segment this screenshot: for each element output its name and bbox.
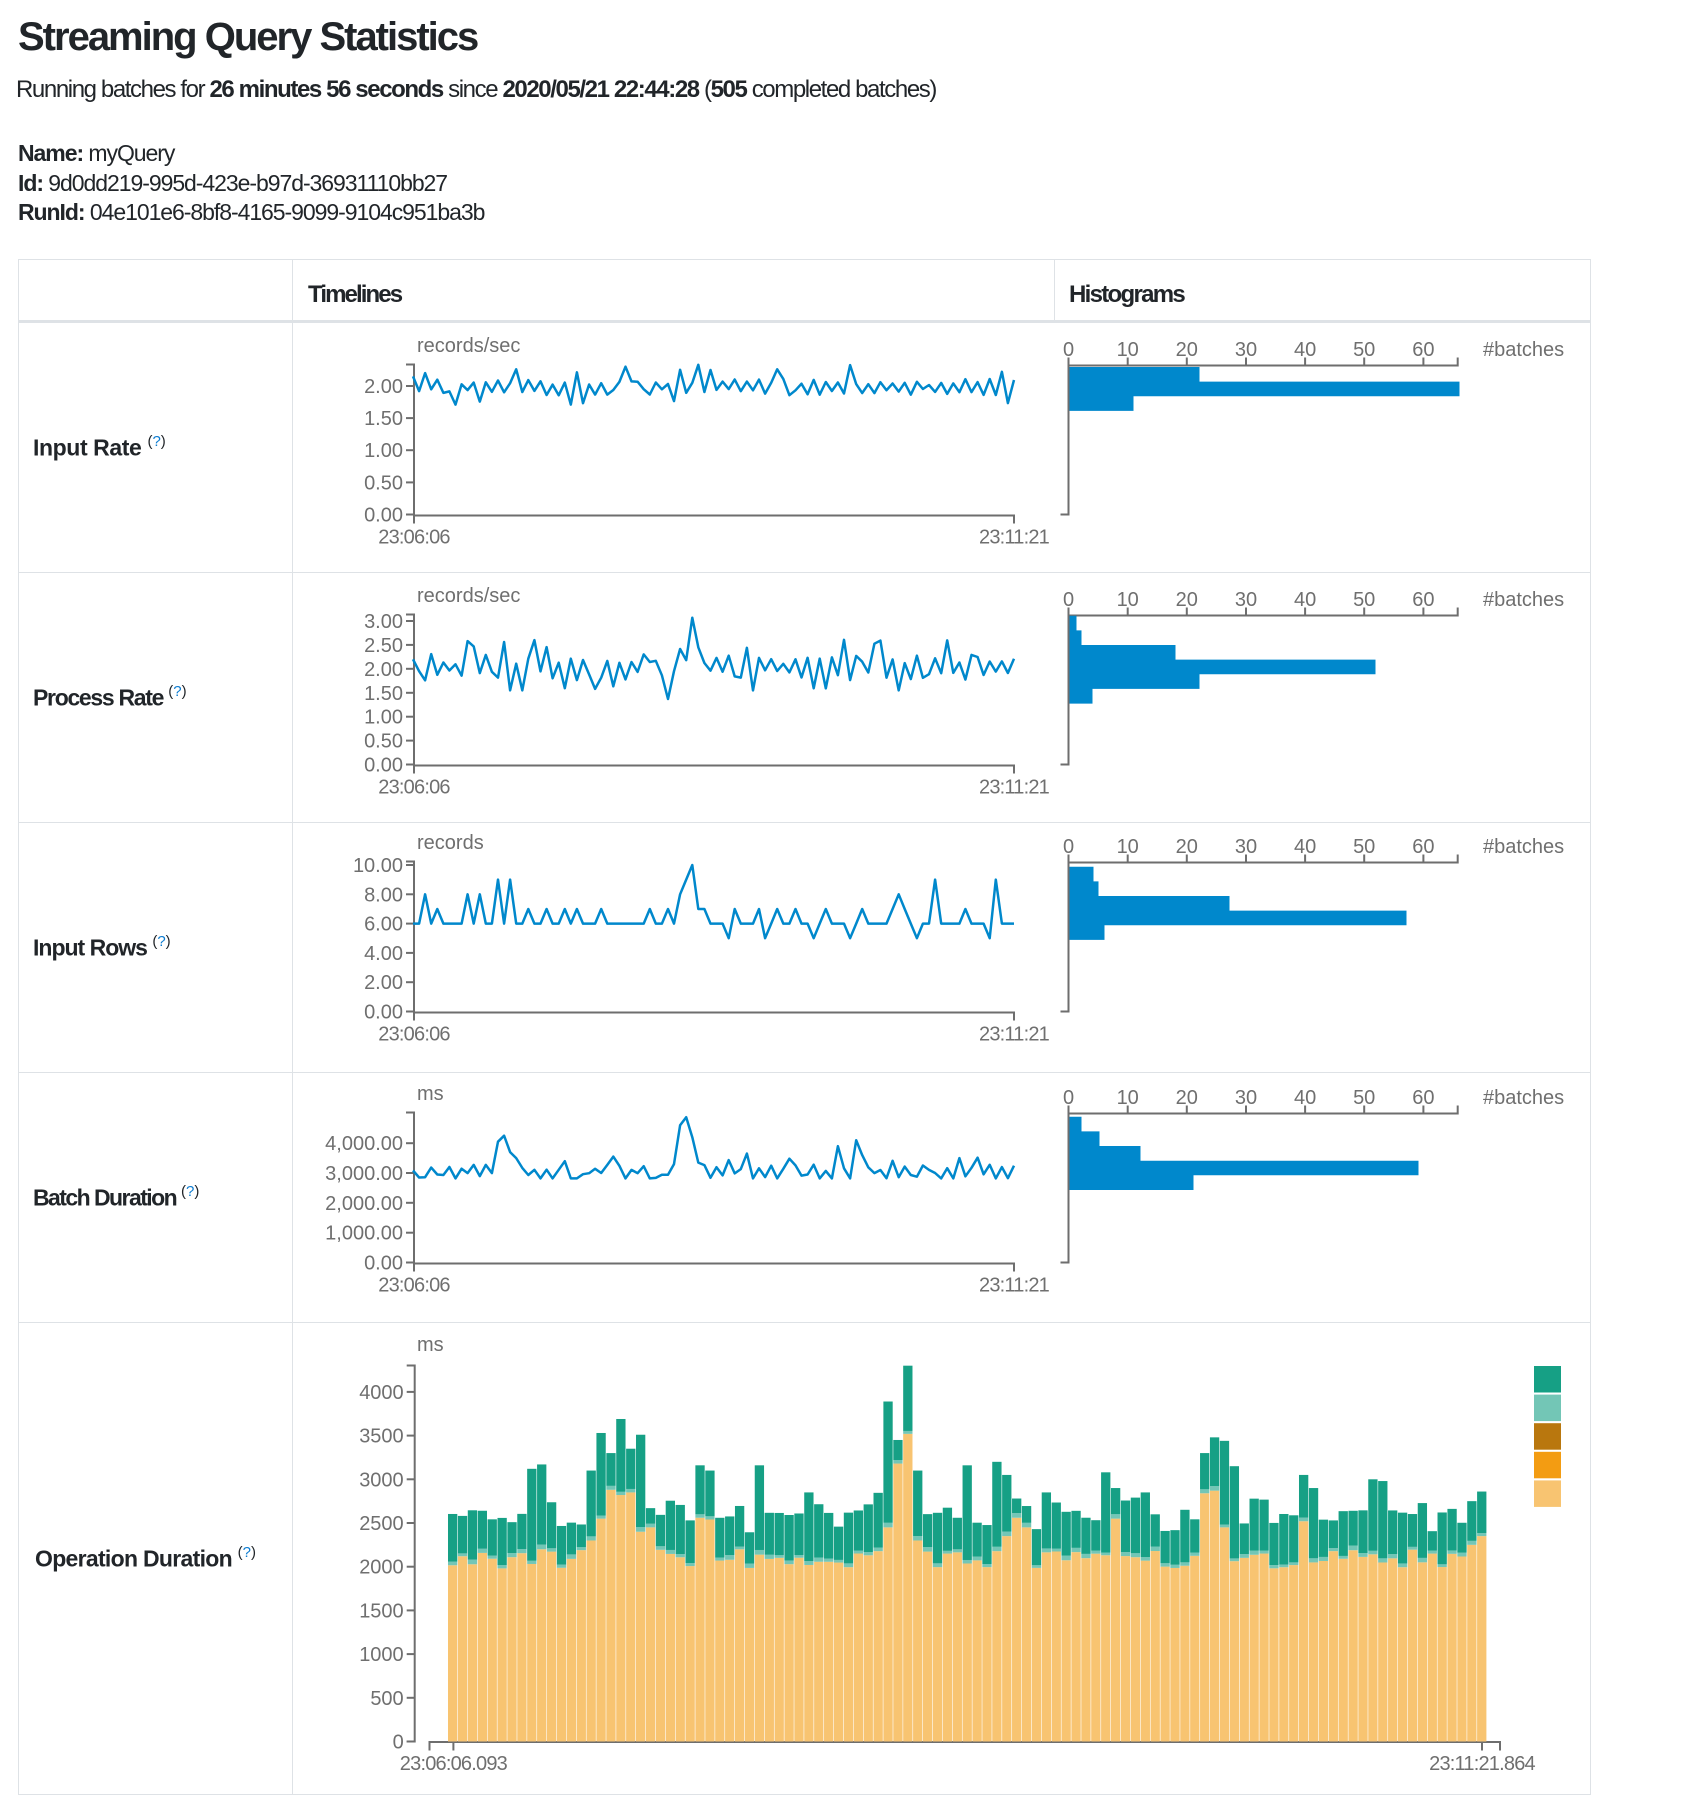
svg-text:20: 20 (1176, 339, 1198, 361)
svg-text:8.00: 8.00 (364, 884, 403, 906)
svg-text:10: 10 (1117, 1087, 1139, 1109)
svg-text:records: records (417, 832, 484, 854)
svg-text:40: 40 (1294, 589, 1316, 611)
svg-text:#batches: #batches (1483, 836, 1564, 858)
svg-text:60: 60 (1412, 1087, 1434, 1109)
svg-text:#batches: #batches (1483, 339, 1564, 361)
svg-text:ms: ms (417, 1334, 444, 1356)
svg-text:1.50: 1.50 (364, 408, 403, 430)
svg-text:10: 10 (1117, 836, 1139, 858)
svg-text:4,000.00: 4,000.00 (325, 1133, 403, 1155)
svg-text:23:11:21.864: 23:11:21.864 (1429, 1753, 1535, 1775)
svg-text:records/sec: records/sec (417, 585, 520, 607)
svg-text:4.00: 4.00 (364, 943, 403, 965)
svg-text:50: 50 (1353, 339, 1375, 361)
svg-text:0.00: 0.00 (364, 505, 403, 527)
svg-text:30: 30 (1235, 589, 1257, 611)
svg-text:0.50: 0.50 (364, 731, 403, 753)
svg-text:23:11:21: 23:11:21 (979, 1024, 1050, 1046)
svg-text:23:11:21: 23:11:21 (979, 527, 1050, 549)
svg-text:1,000.00: 1,000.00 (325, 1223, 403, 1245)
svg-text:1.00: 1.00 (364, 707, 403, 729)
svg-text:1500: 1500 (359, 1600, 404, 1622)
svg-text:0.00: 0.00 (364, 1002, 403, 1024)
svg-text:0: 0 (1063, 836, 1074, 858)
svg-text:2.50: 2.50 (364, 635, 403, 657)
svg-text:40: 40 (1294, 339, 1316, 361)
svg-text:0.50: 0.50 (364, 472, 403, 494)
svg-text:0.00: 0.00 (364, 1253, 403, 1275)
svg-text:0: 0 (1063, 1087, 1074, 1109)
svg-text:0.00: 0.00 (364, 755, 403, 777)
svg-text:1.00: 1.00 (364, 440, 403, 462)
svg-text:50: 50 (1353, 1087, 1375, 1109)
svg-text:3,000.00: 3,000.00 (325, 1163, 403, 1185)
svg-text:30: 30 (1235, 836, 1257, 858)
svg-text:0: 0 (1063, 589, 1074, 611)
svg-text:2000: 2000 (359, 1557, 404, 1579)
svg-text:30: 30 (1235, 1087, 1257, 1109)
svg-text:2.00: 2.00 (364, 659, 403, 681)
svg-text:20: 20 (1176, 589, 1198, 611)
svg-text:60: 60 (1412, 589, 1434, 611)
svg-text:1.50: 1.50 (364, 683, 403, 705)
svg-text:23:06:06.093: 23:06:06.093 (400, 1753, 508, 1775)
svg-text:6.00: 6.00 (364, 914, 403, 936)
svg-text:500: 500 (370, 1688, 403, 1710)
svg-text:50: 50 (1353, 836, 1375, 858)
svg-text:60: 60 (1412, 339, 1434, 361)
svg-text:10: 10 (1117, 339, 1139, 361)
svg-text:records/sec: records/sec (417, 335, 520, 357)
svg-text:23:06:06: 23:06:06 (378, 527, 450, 549)
svg-text:30: 30 (1235, 339, 1257, 361)
svg-text:10.00: 10.00 (353, 855, 403, 877)
svg-text:23:06:06: 23:06:06 (378, 1024, 450, 1046)
svg-text:23:06:06: 23:06:06 (378, 777, 450, 799)
svg-text:23:11:21: 23:11:21 (979, 777, 1050, 799)
svg-text:#batches: #batches (1483, 589, 1564, 611)
svg-text:50: 50 (1353, 589, 1375, 611)
svg-text:23:06:06: 23:06:06 (378, 1275, 450, 1297)
svg-text:3.00: 3.00 (364, 611, 403, 633)
svg-text:ms: ms (417, 1083, 444, 1105)
svg-text:40: 40 (1294, 836, 1316, 858)
svg-text:0: 0 (393, 1732, 404, 1754)
svg-text:20: 20 (1176, 836, 1198, 858)
svg-text:10: 10 (1117, 589, 1139, 611)
svg-text:3000: 3000 (359, 1469, 404, 1491)
svg-text:2,000.00: 2,000.00 (325, 1193, 403, 1215)
svg-text:40: 40 (1294, 1087, 1316, 1109)
svg-text:20: 20 (1176, 1087, 1198, 1109)
svg-text:0: 0 (1063, 339, 1074, 361)
svg-text:23:11:21: 23:11:21 (979, 1275, 1050, 1297)
svg-text:60: 60 (1412, 836, 1434, 858)
svg-text:2.00: 2.00 (364, 972, 403, 994)
svg-text:4000: 4000 (359, 1382, 404, 1404)
svg-text:3500: 3500 (359, 1426, 404, 1448)
svg-text:1000: 1000 (359, 1644, 404, 1666)
svg-text:#batches: #batches (1483, 1087, 1564, 1109)
svg-text:2.00: 2.00 (364, 376, 403, 398)
svg-text:2500: 2500 (359, 1513, 404, 1535)
